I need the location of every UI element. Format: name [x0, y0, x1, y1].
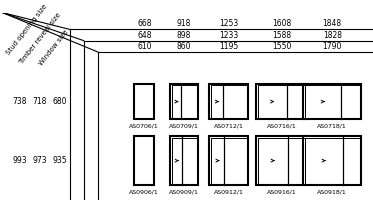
Text: AS0916/1: AS0916/1 [267, 189, 297, 194]
Text: 1588: 1588 [272, 31, 291, 40]
Bar [134, 136, 154, 185]
Text: 1848: 1848 [323, 19, 342, 28]
Text: 668: 668 [137, 19, 151, 28]
Text: AS0718/1: AS0718/1 [317, 123, 347, 128]
Text: Stud opening size: Stud opening size [6, 3, 48, 56]
Bar [172, 85, 197, 118]
Text: 993: 993 [13, 156, 27, 165]
Bar [172, 138, 197, 184]
Text: 680: 680 [53, 97, 67, 106]
Bar [256, 84, 307, 119]
Text: AS0909/1: AS0909/1 [169, 189, 199, 194]
Bar [170, 84, 198, 119]
Text: AS0912/1: AS0912/1 [214, 189, 244, 194]
Bar [303, 136, 361, 185]
Text: AS0906/1: AS0906/1 [129, 189, 159, 194]
Text: 1195: 1195 [219, 42, 238, 51]
Bar [305, 138, 360, 184]
Text: 1253: 1253 [219, 19, 238, 28]
Text: 718: 718 [33, 97, 47, 106]
Bar [211, 85, 247, 118]
Bar [303, 84, 361, 119]
Text: AS0706/1: AS0706/1 [129, 123, 159, 128]
Text: 1828: 1828 [323, 31, 342, 40]
Text: 860: 860 [177, 42, 191, 51]
Text: 1608: 1608 [272, 19, 291, 28]
Bar [256, 136, 307, 185]
Bar [211, 138, 247, 184]
Bar [258, 138, 305, 184]
Text: AS0716/1: AS0716/1 [267, 123, 297, 128]
Bar [305, 85, 360, 118]
Bar [209, 136, 248, 185]
Text: AS0709/1: AS0709/1 [169, 123, 199, 128]
Text: 1233: 1233 [219, 31, 238, 40]
Bar [209, 84, 248, 119]
Text: 935: 935 [53, 156, 67, 165]
Text: 973: 973 [32, 156, 47, 165]
Text: 1550: 1550 [272, 42, 291, 51]
Text: 898: 898 [177, 31, 191, 40]
Text: 738: 738 [13, 97, 27, 106]
Text: Timber reveal size: Timber reveal size [18, 12, 62, 66]
Text: 648: 648 [137, 31, 151, 40]
Bar [258, 85, 305, 118]
Text: 610: 610 [137, 42, 151, 51]
Text: Window size: Window size [38, 29, 70, 67]
Text: AS0918/1: AS0918/1 [317, 189, 347, 194]
Text: AS0712/1: AS0712/1 [214, 123, 244, 128]
Bar [170, 136, 198, 185]
Text: 1790: 1790 [323, 42, 342, 51]
Text: 918: 918 [177, 19, 191, 28]
Bar [134, 84, 154, 119]
